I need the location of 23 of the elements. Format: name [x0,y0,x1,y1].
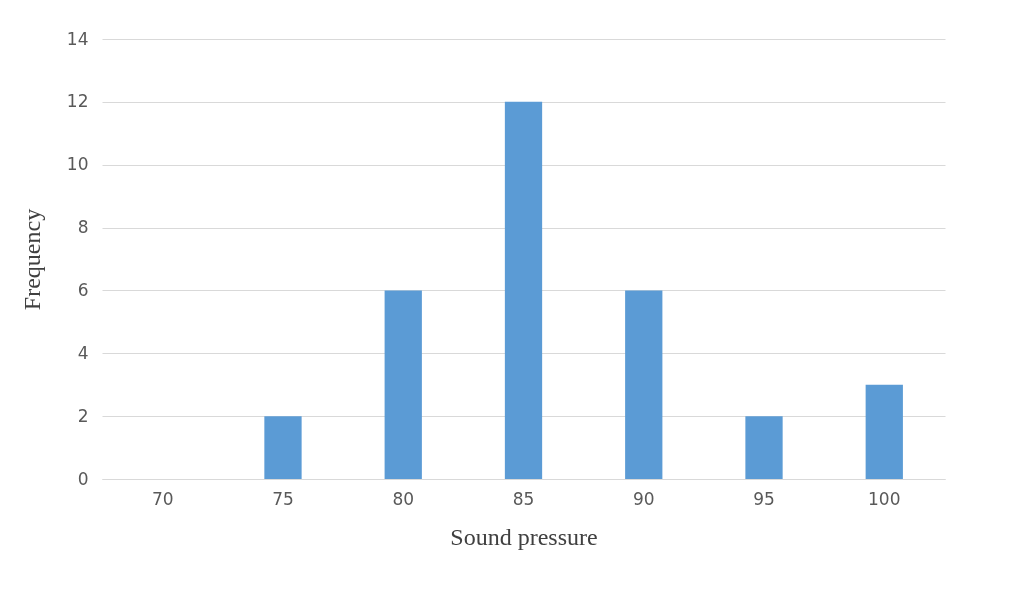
x-tick-label: 80 [392,488,415,509]
x-axis-title: Sound pressure [450,523,598,550]
y-tick-label: 8 [77,217,89,238]
y-tick-label: 12 [66,91,89,112]
y-tick-label: 10 [66,154,89,175]
y-tick-label: 6 [77,279,89,300]
y-tick-label: 4 [77,342,89,363]
y-tick-label: 0 [77,468,89,489]
bar [264,416,302,479]
x-tick-label: 90 [632,488,655,509]
bar [384,290,422,479]
y-axis-title: Frequency [18,208,45,311]
x-tick-label: 85 [512,488,535,509]
x-tick-label: 75 [272,488,294,509]
x-tick-label: 100 [868,488,901,509]
x-tick-label: 70 [151,488,174,509]
x-tick-label: 95 [753,488,775,509]
y-tick-label: 14 [66,28,89,49]
y-tick-label: 2 [77,405,89,426]
bar [745,416,783,479]
bar [625,290,663,479]
bar [504,101,543,479]
bar [865,384,903,479]
